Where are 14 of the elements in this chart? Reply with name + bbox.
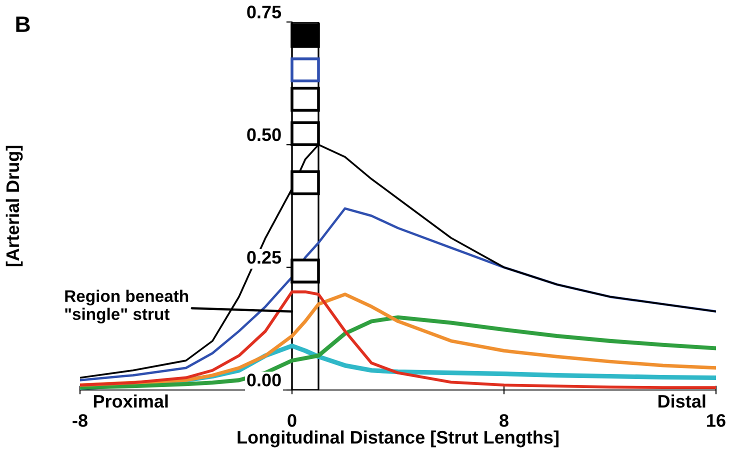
y-tick-label: 0.00: [247, 374, 281, 386]
text: B: [16, 16, 30, 32]
x-tick-label: -8: [72, 414, 88, 427]
x-axis-title: Longitudinal Distance [Strut Lengths]: [238, 430, 558, 448]
y-tick-label: 0.25: [247, 250, 282, 264]
y-tick-label: 0.75: [247, 6, 282, 18]
band-label: Region beneath "single" strut: [65, 290, 188, 324]
text: Proximal: [94, 394, 168, 408]
y-axis-title: [Arterial Drug]: [6, 146, 23, 266]
x-tick-label: 0: [288, 414, 296, 427]
x-tick-label: 8: [500, 414, 508, 427]
text: Distal: [658, 394, 706, 408]
x-tick-label: 16: [707, 414, 726, 427]
y-tick-label: 0.50: [247, 128, 281, 142]
